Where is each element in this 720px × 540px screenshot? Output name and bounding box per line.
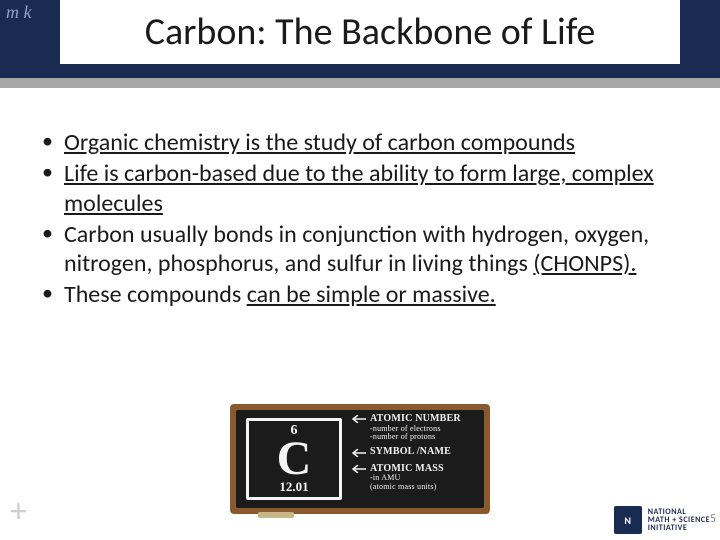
note-atomic-number: ATOMIC NUMBER — [370, 414, 461, 425]
bullet-item: Organic chemistry is the study of carbon… — [36, 128, 684, 157]
footer-plus-mark: + — [10, 491, 27, 532]
note-sub: (atomic mass units) — [370, 483, 480, 491]
element-tile: 6 C 12.01 — [246, 418, 342, 500]
bullet-underline: Life is carbon-based due to the ability … — [64, 159, 654, 217]
bullet-underline: (CHONPS). — [533, 249, 636, 278]
logo-line: INITIATIVE — [648, 524, 710, 532]
content-area: Organic chemistry is the study of carbon… — [0, 78, 720, 310]
title-bar: Carbon: The Backbone of Life — [60, 0, 680, 64]
arrow-icon — [352, 465, 366, 473]
chalk-duster — [258, 512, 294, 518]
bullet-item: Life is carbon-based due to the ability … — [36, 159, 684, 218]
bullet-text: These compounds — [64, 280, 247, 309]
arrow-icon — [352, 449, 366, 457]
bullet-underline: Organic chemistry is the study of carbon… — [64, 128, 575, 157]
chalkboard-figure: 6 C 12.01 ATOMIC NUMBER -number of elect… — [230, 404, 490, 514]
divider-rule — [0, 78, 720, 88]
bullet-underline: can be simple or massive. — [247, 280, 496, 309]
logo-mark-icon: N — [614, 506, 642, 534]
note-sub: -number of protons — [370, 433, 480, 441]
arrow-icon — [352, 415, 366, 423]
bullet-item: Carbon usually bonds in conjunction with… — [36, 220, 684, 279]
footer-logo: N NATIONAL MATH + SCIENCE INITIATIVE — [614, 506, 710, 534]
element-symbol: C — [277, 440, 312, 478]
atomic-mass: 12.01 — [279, 479, 308, 497]
slide-title: Carbon: The Backbone of Life — [145, 9, 596, 55]
chalkboard-notes: ATOMIC NUMBER -number of electrons -numb… — [352, 414, 480, 504]
note-symbol: SYMBOL /NAME — [370, 447, 451, 458]
bullet-list: Organic chemistry is the study of carbon… — [36, 128, 684, 310]
page-number: 5 — [710, 512, 716, 526]
logo-text: NATIONAL MATH + SCIENCE INITIATIVE — [648, 508, 710, 532]
header-band: m k = Σ F = k x q ( Carbon: The Backbone… — [0, 0, 720, 78]
bullet-item: These compounds can be simple or massive… — [36, 280, 684, 309]
chalkboard-inner: 6 C 12.01 ATOMIC NUMBER -number of elect… — [236, 410, 484, 508]
